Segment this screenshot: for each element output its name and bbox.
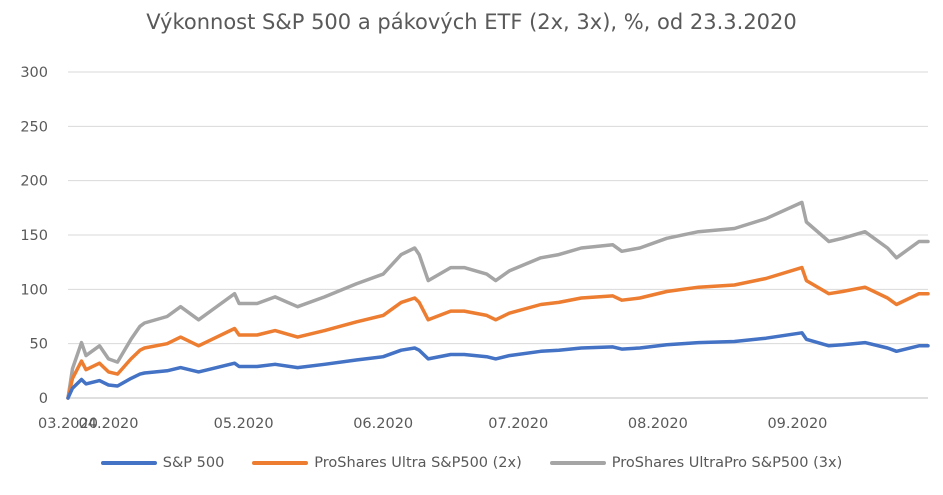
series-line-0: [66, 331, 930, 400]
y-tick-label: 50: [30, 337, 48, 353]
x-tick-label: 09.2020: [767, 416, 827, 432]
legend: S&P 500 ProShares Ultra S&P500 (2x) ProSha…: [0, 455, 943, 471]
y-tick-label: 0: [39, 391, 48, 407]
y-tick-label: 150: [20, 228, 48, 244]
y-axis-ticks: 0 50 100 150 200 250 300: [20, 65, 48, 407]
x-tick-label: 04.2020: [79, 416, 139, 432]
legend-item: ProShares Ultra S&P500 (2x): [252, 455, 522, 471]
legend-swatch: [252, 461, 309, 465]
y-tick-label: 100: [20, 282, 48, 298]
series-lines: [66, 200, 930, 400]
legend-item: ProShares UltraPro S&P500 (3x): [549, 455, 843, 471]
x-tick-label: 05.2020: [214, 416, 274, 432]
x-tick-label: 08.2020: [628, 416, 688, 432]
gridlines: [68, 71, 928, 399]
y-tick-label: 300: [20, 65, 48, 81]
legend-label: S&P 500: [162, 455, 225, 471]
series-line-2: [66, 200, 930, 400]
series-line-1: [66, 265, 930, 400]
legend-swatch: [100, 461, 157, 465]
x-tick-label: 07.2020: [488, 416, 548, 432]
legend-label: ProShares UltraPro S&P500 (3x): [611, 455, 843, 471]
x-tick-label: 03.2020: [38, 416, 98, 432]
legend-label: ProShares Ultra S&P500 (2x): [314, 455, 522, 471]
y-tick-label: 250: [20, 119, 48, 135]
legend-swatch: [549, 461, 606, 465]
chart-title: Výkonnost S&P 500 a pákových ETF (2x, 3x…: [146, 10, 797, 34]
x-tick-label: 06.2020: [353, 416, 413, 432]
y-tick-label: 200: [20, 174, 48, 190]
legend-item: S&P 500: [100, 455, 225, 471]
